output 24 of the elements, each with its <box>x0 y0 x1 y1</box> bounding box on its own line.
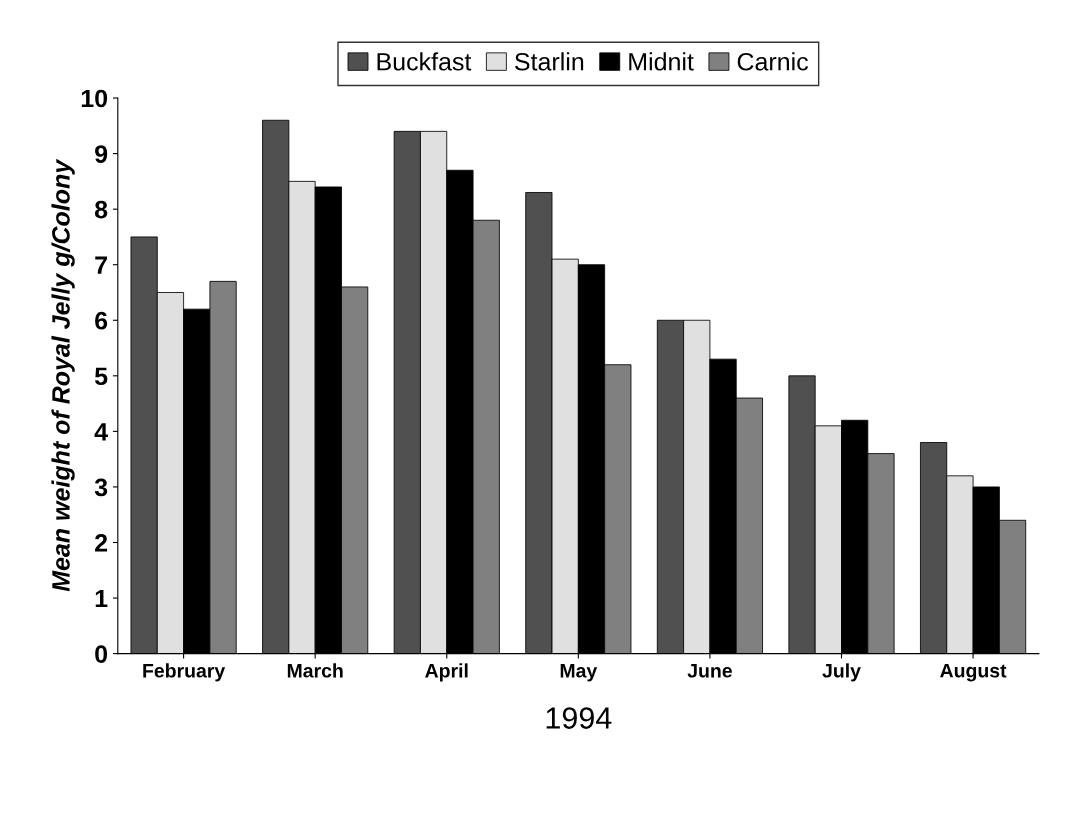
y-tick-label: 2 <box>95 534 108 552</box>
x-tick-label: April <box>425 663 468 682</box>
y-tick-label: 8 <box>94 200 108 219</box>
y-tick-label: 6 <box>95 311 108 330</box>
x-tick-label: June <box>687 664 732 678</box>
legend-label: Midnit <box>629 52 694 71</box>
y-tick-label: 0 <box>95 645 108 663</box>
y-tick-label: 1 <box>95 589 108 608</box>
x-axis-title: 1994 <box>546 707 612 729</box>
x-tick-label: March <box>287 663 343 678</box>
legend-label: Carnic <box>737 52 809 71</box>
y-tick-label: 9 <box>95 145 108 163</box>
y-tick-label: 7 <box>95 256 107 274</box>
x-tick-label: August <box>940 663 1007 682</box>
y-axis-title: Mean weight of Royal Jelly g/Colony <box>51 158 75 592</box>
x-tick-label: July <box>822 663 861 682</box>
legend-label: Starlin <box>515 52 584 71</box>
legend-label: Buckfast <box>377 52 472 71</box>
x-tick-label: February <box>143 663 226 682</box>
y-tick-label: 4 <box>94 423 108 441</box>
y-tick-label: 3 <box>94 478 108 497</box>
y-tick-label: 5 <box>94 367 108 386</box>
x-tick-label: May <box>560 664 598 682</box>
y-tick-label: 10 <box>81 89 108 108</box>
